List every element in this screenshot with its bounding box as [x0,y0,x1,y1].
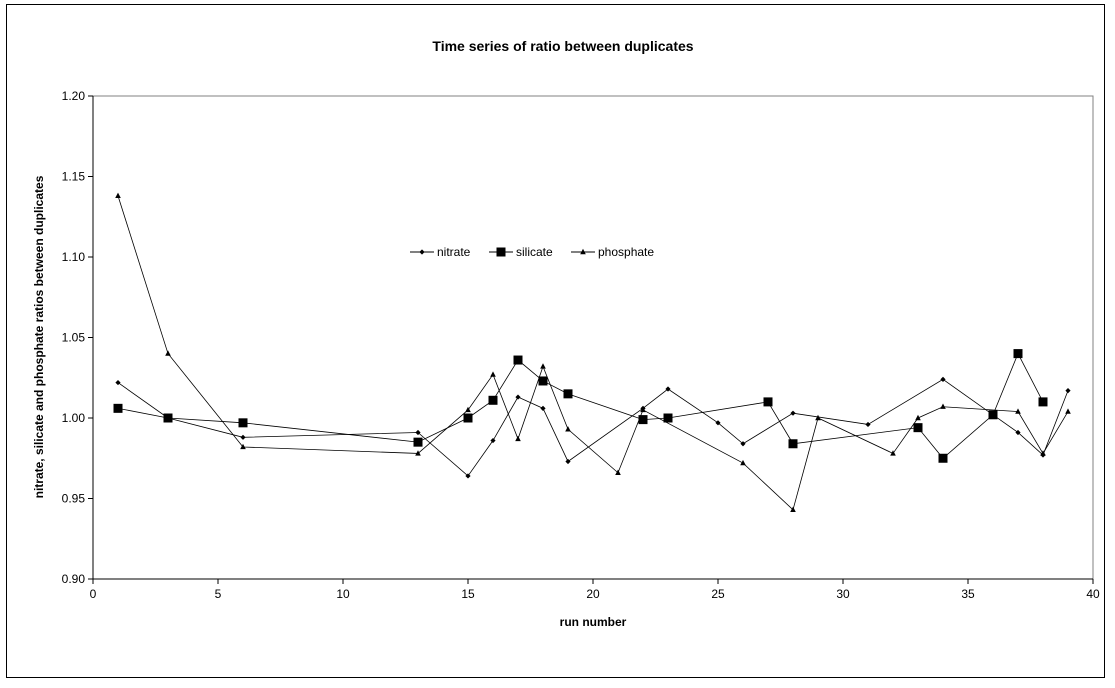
data-point-phosphate [815,414,821,421]
line-chart: Time series of ratio between duplicates … [32,38,1100,629]
x-tick-label: 20 [586,587,600,601]
x-tick-label: 0 [90,587,97,601]
x-tick-label: 5 [215,587,222,601]
data-point-phosphate [790,506,796,512]
data-point-silicate [163,413,173,423]
data-point-silicate [988,410,998,420]
data-point-silicate [238,418,248,428]
y-tick-label: 1.05 [62,331,86,345]
data-point-phosphate [890,450,896,456]
legend-marker-nitrate [419,249,425,255]
y-tick-label: 1.00 [62,411,86,425]
data-point-silicate [563,389,573,399]
data-point-nitrate [115,379,121,386]
series-line-nitrate [117,378,1069,477]
x-tick-label: 40 [1086,587,1100,601]
y-axis: 0.90 0.95 1.00 1.05 1.10 1.15 1.20 [62,89,94,586]
data-point-silicate [638,415,648,425]
y-tick-label: 0.95 [62,492,86,506]
x-axis: 0 5 10 15 20 25 30 35 40 [90,578,1100,601]
data-point-silicate [463,413,473,423]
legend-item-phosphate: phosphate [571,245,654,259]
chart-title: Time series of ratio between duplicates [432,38,693,54]
data-point-phosphate [115,192,121,199]
data-point-phosphate [615,469,621,475]
x-tick-label: 35 [961,587,975,601]
data-point-phosphate [240,443,246,450]
data-point-nitrate [715,420,721,426]
data-point-phosphate [465,406,471,413]
series-silicate [113,349,1048,463]
data-point-silicate [488,395,498,405]
legend-label-nitrate: nitrate [437,245,471,259]
data-point-nitrate [865,421,871,428]
data-point-phosphate [915,414,921,421]
data-point-nitrate [1065,388,1071,394]
data-point-silicate [413,437,423,447]
data-point-nitrate [415,429,421,436]
data-point-nitrate [740,441,746,447]
legend-item-silicate: silicate [489,245,553,259]
data-point-phosphate [540,363,546,369]
data-point-silicate [938,453,948,463]
legend-marker-phosphate [580,248,586,255]
data-point-phosphate [165,350,171,356]
data-point-phosphate [640,406,646,413]
data-point-nitrate [540,405,546,411]
data-point-phosphate [1040,450,1046,456]
series-line-silicate [117,352,1044,459]
data-point-nitrate [790,410,796,416]
legend-label-silicate: silicate [516,245,553,259]
data-point-nitrate [665,386,671,392]
data-point-phosphate [490,371,496,377]
legend-item-nitrate: nitrate [410,245,471,259]
data-point-phosphate [1065,408,1071,414]
data-point-silicate [538,376,548,386]
chart-frame: Time series of ratio between duplicates … [6,4,1105,678]
data-point-nitrate [465,473,471,479]
data-point-silicate [663,413,673,423]
data-point-nitrate [1015,429,1021,436]
series-layer [113,192,1071,512]
data-point-phosphate [515,435,521,442]
data-point-silicate [113,403,123,413]
series-nitrate [115,376,1071,479]
data-point-nitrate [490,437,496,444]
y-tick-label: 1.10 [62,250,86,264]
series-line-phosphate [117,195,1069,511]
data-point-silicate [513,355,523,365]
data-point-silicate [1038,397,1048,407]
data-point-nitrate [515,394,521,400]
series-phosphate [115,192,1071,512]
y-axis-title: nitrate, silicate and phosphate ratios b… [32,175,46,498]
data-point-phosphate [565,426,571,432]
x-tick-label: 25 [711,587,725,601]
y-tick-label: 0.90 [62,572,86,586]
data-point-silicate [1013,349,1023,359]
data-point-silicate [913,423,923,433]
data-point-phosphate [940,403,946,409]
x-tick-label: 10 [336,587,350,601]
plot-area [92,95,1094,580]
x-tick-label: 30 [836,587,850,601]
data-point-silicate [788,439,798,449]
data-point-nitrate [240,434,246,440]
legend-marker-silicate [496,247,506,257]
data-point-nitrate [565,458,571,465]
legend-label-phosphate: phosphate [598,245,654,259]
legend: nitrate silicate phosphate [410,245,654,259]
data-point-phosphate [740,459,746,466]
data-point-silicate [763,397,773,407]
data-point-phosphate [415,450,421,456]
data-point-phosphate [1015,408,1021,414]
y-tick-label: 1.15 [62,170,86,184]
x-axis-title: run number [560,615,627,629]
data-point-nitrate [940,376,946,382]
y-tick-label: 1.20 [62,89,86,103]
x-tick-label: 15 [461,587,475,601]
